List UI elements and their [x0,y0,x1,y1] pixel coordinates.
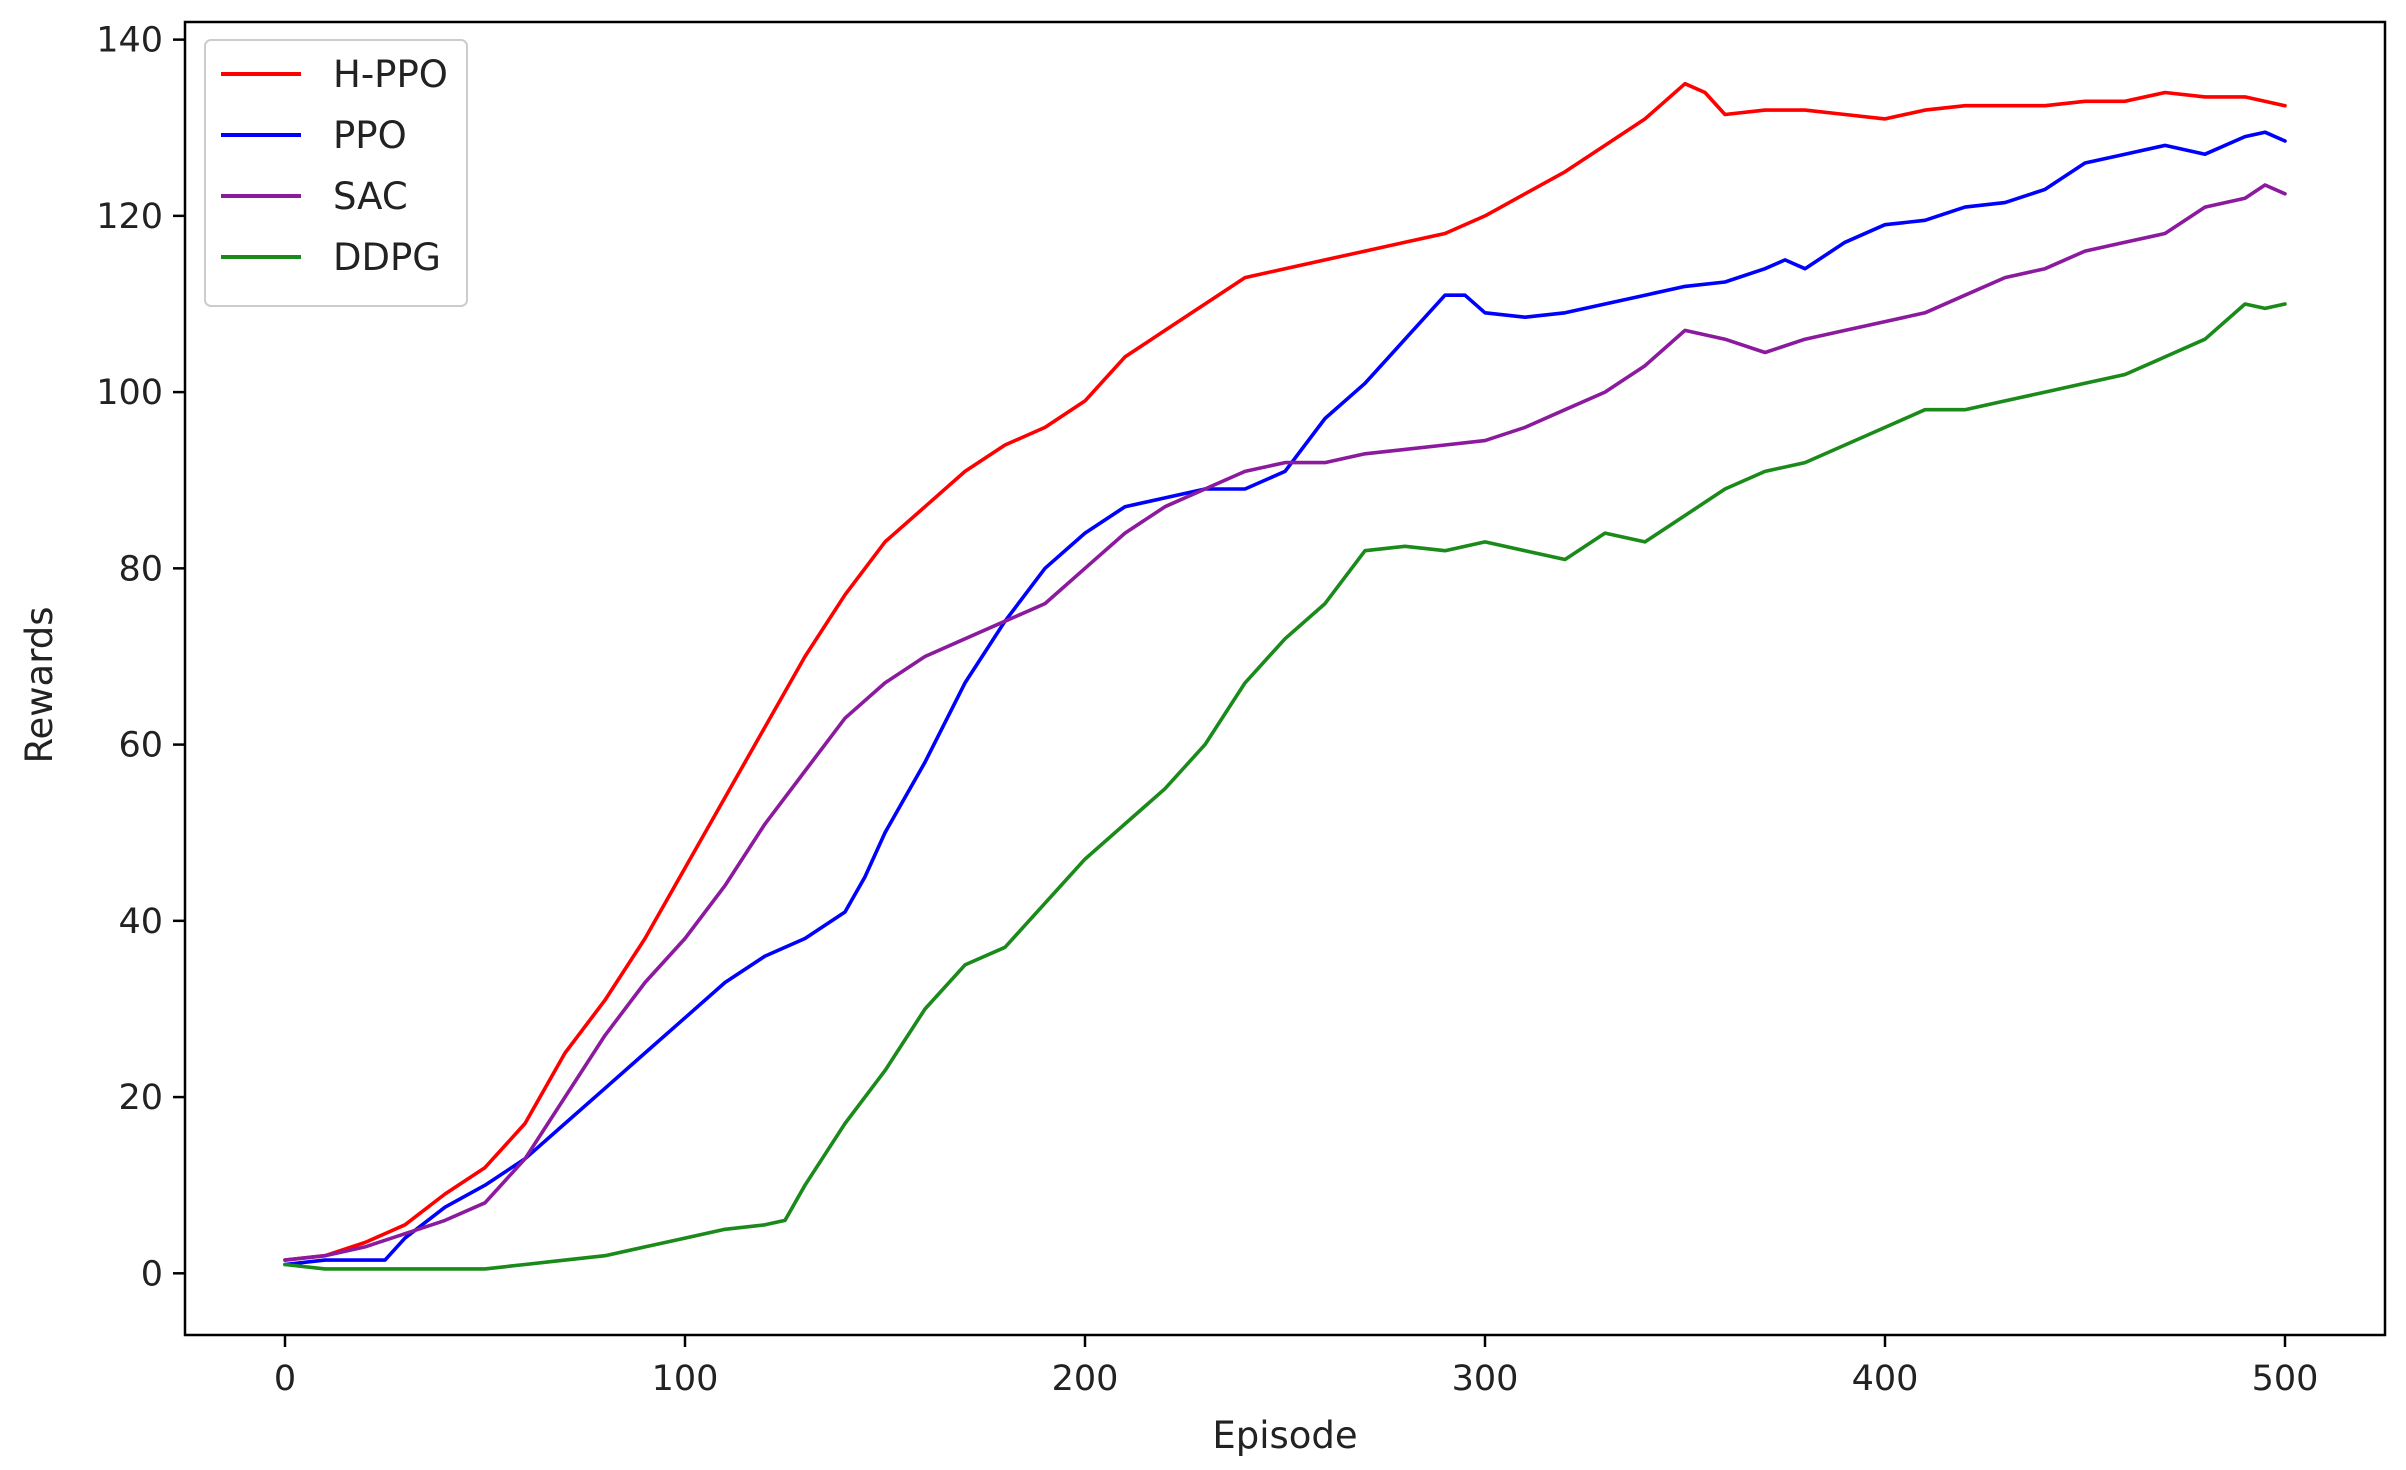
x-tick-label: 100 [652,1359,719,1399]
y-tick-label: 0 [141,1254,163,1294]
y-axis-label: Rewards [18,606,61,763]
series-line-h-ppo [283,81,2287,1262]
x-tick-label: 300 [1452,1359,1519,1399]
x-tick-label: 500 [2252,1359,2319,1399]
x-tick-label: 400 [1852,1359,1919,1399]
y-tick-label: 120 [96,197,163,237]
series-line-ppo [283,130,2287,1267]
legend-label: H-PPO [333,53,448,96]
legend: H-PPO PPO SAC DDPG [204,39,468,307]
series-line-sac [283,183,2287,1262]
y-tick-label: 40 [118,902,163,942]
legend-box [204,39,468,307]
y-tick-label: 140 [96,21,163,61]
y-tick-label: 60 [118,726,163,766]
legend-label: PPO [333,114,407,157]
legend-label: DDPG [333,236,441,279]
y-tick-label: 80 [118,549,163,589]
x-axis-label: Episode [1212,1414,1357,1457]
y-tick-label: 100 [96,373,163,413]
plot-frame [183,20,2387,1337]
x-tick-label: 0 [274,1359,296,1399]
x-tick-label: 200 [1052,1359,1119,1399]
legend-label: SAC [333,175,408,218]
y-tick-label: 20 [118,1078,163,1118]
plot-area [283,81,2287,1271]
axes: 0 100 200 300 400 500 0 20 40 60 80 100 120 140 [96,20,2387,1399]
series-line-ddpg [283,302,2287,1271]
